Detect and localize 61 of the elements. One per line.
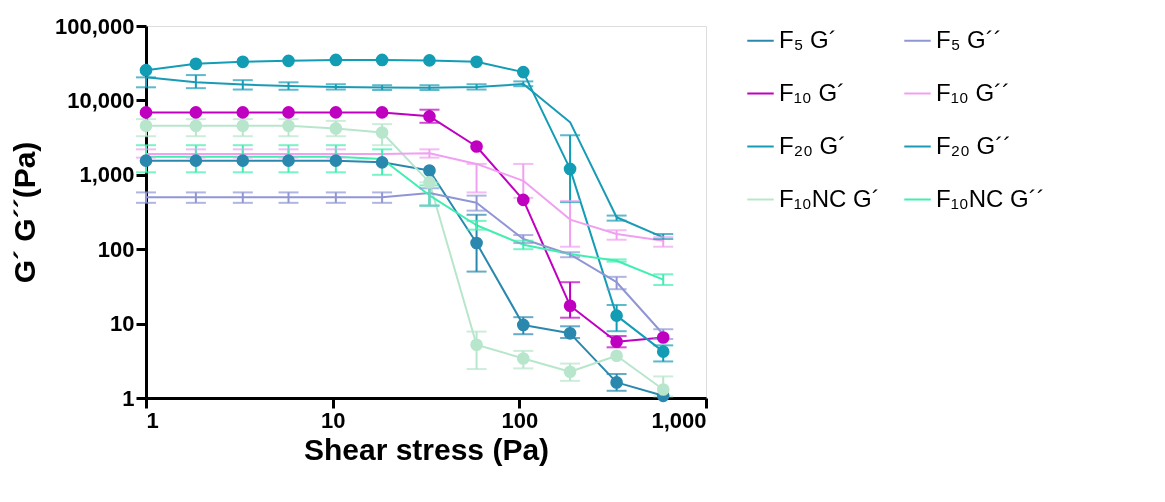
point	[282, 119, 295, 133]
y-tick-label: 100	[97, 236, 135, 262]
point	[282, 54, 295, 68]
point	[329, 53, 343, 67]
point	[375, 53, 389, 67]
point	[516, 352, 530, 365]
point	[656, 331, 670, 344]
point	[189, 119, 203, 133]
legend-label: F₅ G´´	[936, 25, 1002, 53]
point	[375, 106, 389, 119]
point	[236, 119, 250, 133]
point	[282, 106, 295, 119]
point	[656, 345, 670, 358]
point	[610, 309, 623, 322]
point	[375, 156, 389, 169]
x-tick-label: 10	[320, 407, 346, 433]
point	[470, 55, 483, 69]
point	[375, 126, 389, 139]
point	[563, 299, 577, 313]
point	[470, 338, 483, 352]
point	[189, 154, 203, 167]
point	[610, 335, 623, 349]
x-tick-label: 1	[146, 407, 159, 433]
point	[423, 176, 436, 189]
point	[189, 106, 203, 119]
x-tick-label: 1,000	[651, 407, 707, 433]
point	[423, 54, 436, 67]
x-axis-title: Shear stress (Pa)	[303, 432, 550, 466]
point	[516, 65, 530, 79]
point	[470, 140, 483, 153]
y-tick-label: 1,000	[79, 162, 135, 188]
y-tick-label: 10	[110, 311, 135, 337]
point	[610, 349, 623, 363]
x-tick-label: 100	[501, 407, 539, 433]
y-tick-label: 1	[122, 385, 135, 411]
legend-label: F₂₀ G´´	[936, 131, 1012, 159]
point	[189, 57, 203, 71]
y-tick-label: 10,000	[67, 87, 135, 113]
point	[563, 162, 577, 176]
point	[516, 193, 530, 207]
point	[470, 236, 483, 250]
legend-label: F₁₀ G´	[779, 78, 846, 106]
point	[563, 327, 577, 340]
point	[236, 55, 250, 69]
point	[423, 110, 436, 123]
point	[329, 106, 343, 119]
point	[236, 106, 250, 119]
legend-label: F₁₀NC G´	[779, 184, 880, 212]
point	[423, 164, 436, 177]
legend-label: F₁₀NC G´´	[936, 184, 1045, 212]
y-axis-title: G´ G´´(Pa)	[7, 141, 41, 284]
point	[329, 122, 343, 135]
point	[610, 376, 623, 389]
point	[656, 383, 670, 396]
legend-label: F₂₀ G´	[779, 131, 847, 159]
legend-label: F₅ G´	[779, 25, 837, 53]
point	[282, 154, 295, 167]
y-tick-label: 100,000	[54, 13, 135, 39]
point	[236, 154, 250, 167]
legend-label: F₁₀ G´´	[936, 78, 1011, 106]
point	[329, 154, 343, 167]
